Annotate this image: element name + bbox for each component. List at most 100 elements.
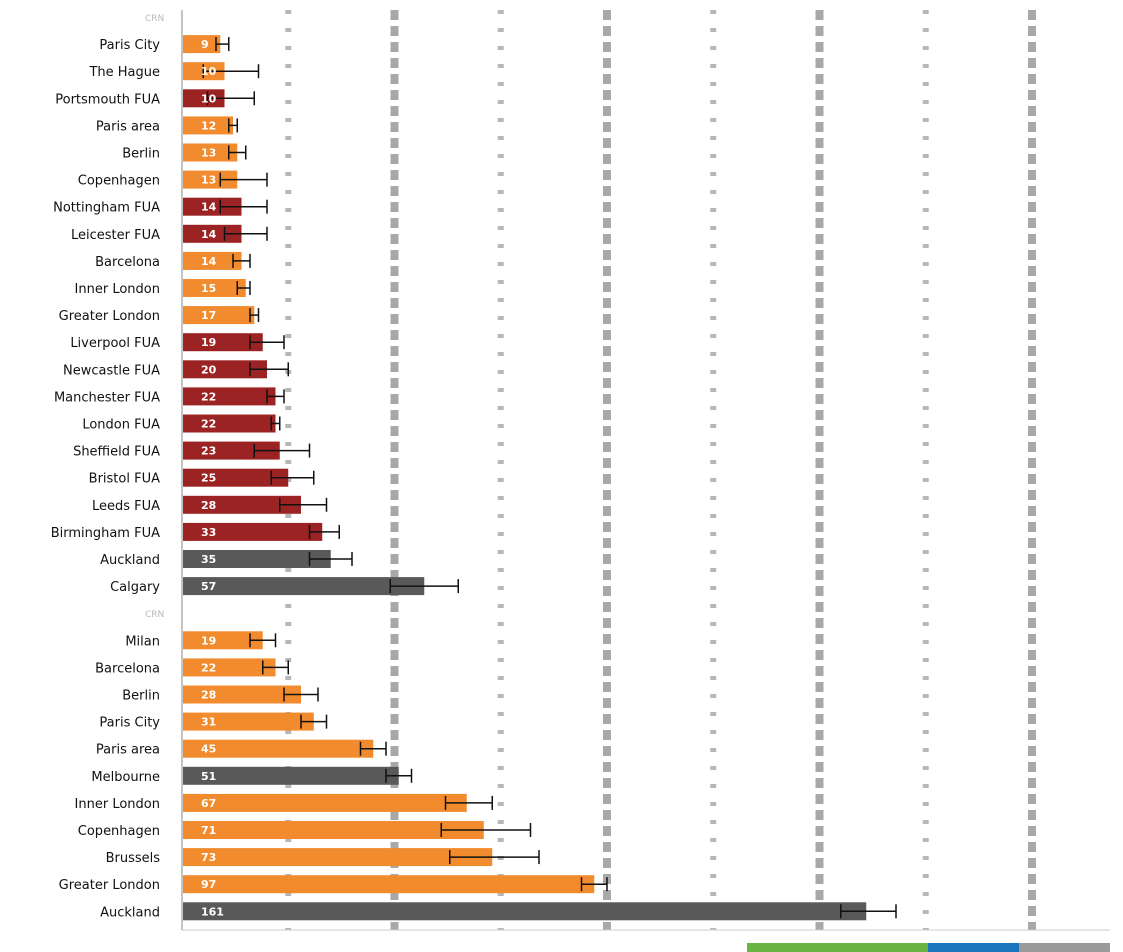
value-label: 22 [201,390,216,403]
category-label: Auckland [100,905,160,920]
value-label: 19 [201,634,216,647]
legend-swatch-blue [928,943,1019,952]
value-label: 71 [201,824,216,837]
value-label: 15 [201,282,216,295]
value-label: 14 [201,201,217,214]
category-label: Calgary [110,580,160,595]
labels: CRN Paris City 9 The Hague 10 Portsmouth FUA 1… [51,14,224,920]
category-label: Barcelona [95,255,160,270]
value-label: 25 [201,472,216,485]
value-label: 97 [201,878,216,891]
value-label: 23 [201,445,216,458]
category-label: Nottingham FUA [53,201,160,216]
value-label: 20 [201,363,217,376]
category-label: Berlin [122,689,160,704]
value-label: 14 [201,255,217,268]
value-label: 17 [201,309,216,322]
bar [183,793,467,812]
value-label: 67 [201,797,216,810]
category-label: Melbourne [91,770,160,785]
category-label: Paris area [96,743,160,758]
category-label: Paris area [96,119,160,134]
legend-swatch-gray [1019,943,1110,952]
bar [183,279,246,297]
category-label: Manchester FUA [54,390,160,405]
bar [183,522,323,541]
bar [183,631,263,650]
group-label: CRN [145,14,164,24]
bar [183,495,301,514]
axes [181,10,1110,931]
bar [183,251,242,270]
category-label: Bristol FUA [89,472,160,487]
value-label: 45 [201,743,216,756]
category-label: Newcastle FUA [63,363,160,378]
value-label: 22 [201,418,216,431]
category-label: Leeds FUA [92,499,160,514]
value-label: 10 [201,65,217,78]
category-label: Milan [125,634,160,649]
bar [183,116,233,135]
bar [183,468,289,487]
bar [183,170,238,189]
category-label: Auckland [100,553,160,568]
category-label: Copenhagen [78,174,160,189]
bar [183,197,242,216]
error-bars [202,37,897,919]
category-label: Brussels [106,851,161,866]
bar [183,441,280,460]
value-label: 22 [201,661,216,674]
category-label: Paris City [99,38,160,53]
value-label: 10 [201,92,217,105]
bar [183,766,399,785]
value-label: 13 [201,147,216,160]
grid-lines [285,10,1036,930]
bar [183,306,255,325]
bar [183,333,263,352]
category-label: The Hague [88,65,160,80]
value-label: 33 [201,526,216,539]
category-label: Portsmouth FUA [55,92,160,107]
value-label: 28 [201,499,216,512]
bar [183,414,276,433]
bars [183,35,867,921]
category-label: Greater London [59,309,160,324]
bar [183,89,225,108]
category-label: Inner London [75,797,160,812]
value-label: 13 [201,174,216,187]
legend-swatch-green [747,943,928,952]
bar [183,902,867,921]
category-label: Paris City [99,716,160,731]
value-label: 161 [201,905,224,918]
category-label: Sheffield FUA [73,445,160,460]
category-label: Leicester FUA [71,228,160,243]
value-label: 28 [201,689,216,702]
bar [183,387,276,406]
bar [183,143,238,162]
category-label: Greater London [59,878,160,893]
bar [183,712,314,731]
bar [183,685,301,704]
value-label: 73 [201,851,216,864]
bar [183,658,276,677]
category-label: Barcelona [95,661,160,676]
bar [183,821,484,839]
value-label: 51 [201,770,216,783]
value-label: 14 [201,228,217,241]
value-label: 35 [201,553,216,566]
category-label: Inner London [75,282,160,297]
bar [183,875,595,894]
category-label: Copenhagen [78,824,160,839]
category-label: Birmingham FUA [51,526,160,541]
bar [183,577,425,596]
bar [183,224,242,243]
bar [183,848,493,867]
category-label: London FUA [82,418,160,433]
value-label: 12 [201,119,216,132]
category-label: Liverpool FUA [70,336,160,351]
value-label: 9 [201,38,209,51]
bar [183,550,331,568]
bar [183,35,221,54]
bar [183,739,374,758]
